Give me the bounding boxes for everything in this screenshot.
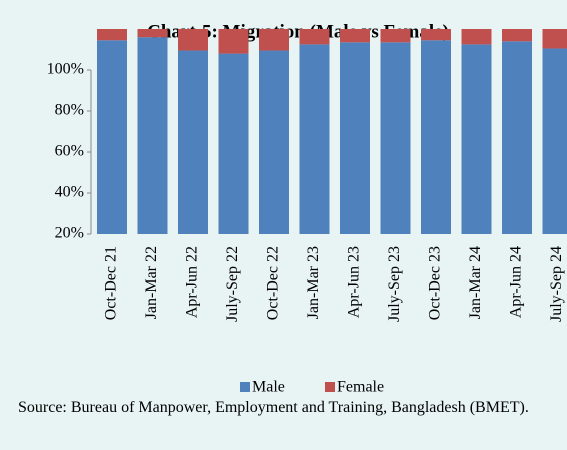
x-tick-label: Jan-Mar 22 — [143, 246, 160, 319]
bar-segment — [97, 40, 127, 235]
bar-segment — [137, 37, 168, 235]
bar-segment — [97, 29, 127, 41]
bar-segment — [542, 29, 567, 49]
chart: Chart-5: Migration (Male vs Female) 20%4… — [47, 21, 567, 395]
bar-segment — [137, 29, 168, 38]
y-tick-label: 100% — [47, 61, 84, 78]
x-tick-label: Oct-Dec 22 — [265, 246, 282, 320]
x-tick-label: Oct-Dec 23 — [427, 246, 444, 320]
bar-segment — [461, 44, 492, 234]
bar-segment — [380, 29, 411, 43]
legend-swatch — [240, 382, 250, 392]
bar-segment — [340, 29, 370, 43]
bar-segment — [502, 41, 532, 234]
bar-segment — [502, 29, 532, 42]
x-tick-label: July-Sep 24 — [548, 246, 565, 322]
y-tick-label: 20% — [55, 225, 84, 242]
bar-segment — [218, 53, 249, 234]
x-tick-label: Jan-Mar 23 — [305, 246, 322, 319]
x-tick-label: Apr-Jun 24 — [508, 246, 525, 318]
legend-swatch — [325, 382, 335, 392]
y-tick-label: 60% — [55, 143, 84, 160]
bar-segment — [380, 42, 411, 235]
bar-segment — [259, 29, 289, 51]
y-tick-label: 40% — [55, 184, 84, 201]
bar-segment — [421, 40, 451, 235]
x-tick-label: Oct-Dec 21 — [103, 246, 120, 320]
x-tick-label: Jan-Mar 24 — [467, 246, 484, 319]
bar-segment — [461, 29, 492, 45]
source-note: Source: Bureau of Manpower, Employment a… — [18, 399, 529, 416]
x-tick-label: Apr-Jun 22 — [184, 246, 201, 318]
x-tick-label: July-Sep 22 — [224, 246, 241, 322]
x-tick-label: Apr-Jun 23 — [346, 246, 363, 318]
legend-label: Female — [337, 379, 384, 395]
bar-segment — [218, 29, 249, 54]
legend-label: Male — [252, 379, 285, 395]
bar-segment — [299, 29, 330, 45]
bar-segment — [259, 50, 289, 235]
bar-segment — [542, 48, 567, 234]
bar-segment — [178, 50, 208, 235]
x-tick-label: July-Sep 23 — [386, 246, 403, 322]
y-tick-label: 80% — [55, 102, 84, 119]
bar-segment — [340, 42, 370, 235]
bar-segment — [178, 29, 208, 51]
bar-segment — [299, 44, 330, 234]
bar-segment — [421, 29, 451, 41]
